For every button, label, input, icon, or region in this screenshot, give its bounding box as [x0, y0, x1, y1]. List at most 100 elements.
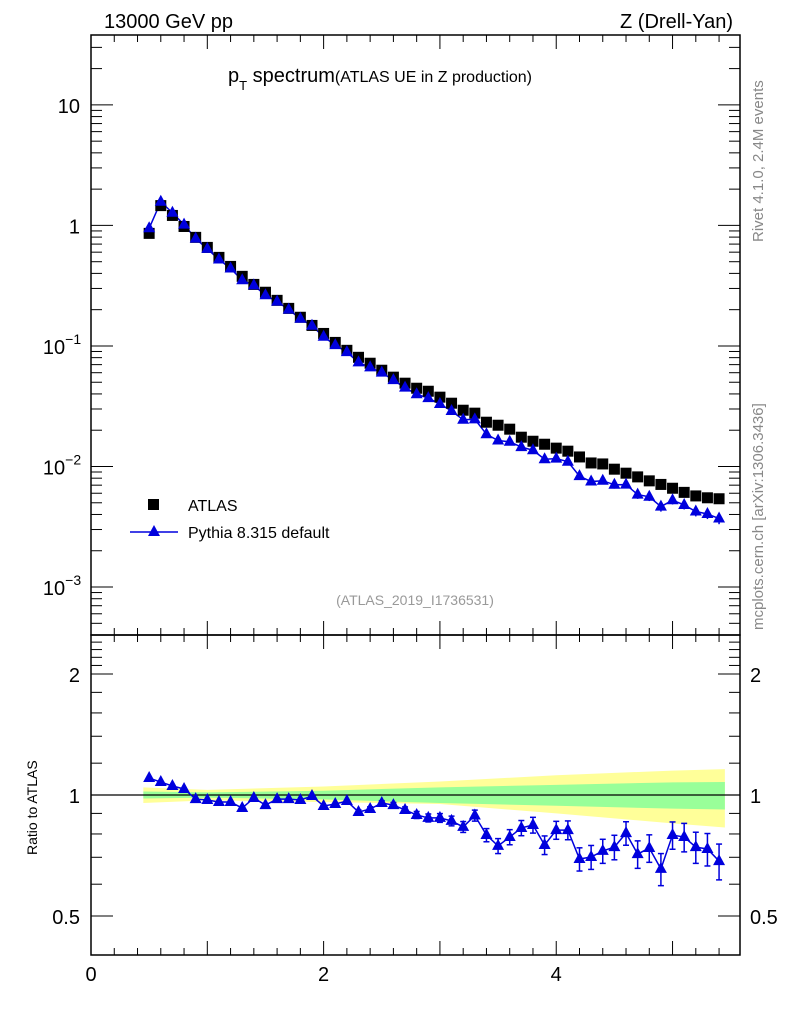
atlas-point	[690, 490, 702, 502]
ratio-point	[294, 792, 307, 804]
ratio-point	[596, 843, 609, 855]
pythia-point	[666, 493, 679, 505]
ratio-point	[585, 850, 598, 862]
atlas-point	[643, 475, 655, 487]
legend-label-atlas: ATLAS	[188, 498, 238, 515]
ratio-y-tick-label: 0.5	[52, 907, 80, 929]
pythia-point	[201, 241, 214, 253]
pythia-point	[294, 311, 307, 323]
x-tick-label: 4	[551, 964, 562, 986]
header-right: Z (Drell-Yan)	[620, 11, 733, 33]
ratio-point	[713, 854, 726, 866]
atlas-point	[457, 404, 469, 416]
legend-marker-pythia	[148, 525, 160, 536]
atlas-point	[527, 435, 539, 447]
atlas-point	[143, 227, 155, 239]
ratio-point	[422, 810, 435, 822]
pythia-point	[399, 380, 412, 392]
ratio-point	[538, 838, 551, 850]
ratio-point	[340, 794, 353, 806]
ratio-point	[654, 861, 667, 873]
y-tick-label: 1	[69, 216, 80, 238]
ratio-point	[305, 789, 318, 801]
atlas-point	[562, 445, 574, 457]
pythia-point	[457, 412, 470, 424]
pythia-point	[189, 231, 202, 243]
ratio-point	[492, 838, 505, 850]
atlas-point	[492, 419, 504, 431]
atlas-point	[701, 492, 713, 504]
ratio-point	[550, 823, 563, 835]
legend-marker-atlas	[148, 499, 159, 510]
ratio-y-tick-label: 2	[69, 665, 80, 687]
ratio-point	[178, 781, 191, 793]
pythia-point	[550, 451, 563, 463]
y-tick-label: 10	[58, 96, 80, 118]
pythia-point	[596, 473, 609, 485]
rivet-label: Rivet 4.1.0, 2.4M events	[750, 80, 767, 242]
atlas-point	[667, 482, 679, 494]
y-tick-label: 10−1	[43, 331, 81, 359]
pythia-point	[352, 355, 365, 367]
ratio-point	[189, 792, 202, 804]
atlas-point	[632, 471, 644, 483]
ratio-ylabel: Ratio to ATLAS	[24, 760, 40, 855]
y-tick-label: 10−2	[43, 451, 81, 479]
pythia-point	[282, 302, 295, 314]
pythia-point	[387, 373, 400, 385]
atlas-point	[539, 438, 551, 450]
pythia-point	[178, 217, 191, 229]
pythia-point	[538, 452, 551, 464]
pythia-point	[492, 433, 505, 445]
ratio-point	[620, 826, 633, 838]
pythia-point	[212, 252, 225, 264]
pythia-point	[643, 489, 656, 501]
atlas-point	[550, 442, 562, 454]
ratio-y-tick-label-right: 2	[750, 665, 761, 687]
main-frame	[90, 34, 741, 636]
pythia-point	[654, 499, 667, 511]
pythia-point	[154, 194, 167, 206]
pythia-point	[410, 387, 423, 399]
ratio-point	[399, 802, 412, 814]
ratio-point	[666, 828, 679, 840]
ratio-point	[236, 801, 249, 813]
pythia-point	[445, 403, 458, 415]
ratio-point	[364, 801, 377, 813]
ratio-point	[701, 841, 714, 853]
mcplots-label: mcplots.cern.ch [arXiv:1306.3436]	[750, 403, 767, 630]
atlas-point	[585, 457, 597, 469]
pythia-point	[515, 440, 528, 452]
pythia-point	[573, 469, 586, 481]
ratio-uncertainty-bands	[91, 769, 740, 828]
pythia-point	[468, 412, 481, 424]
atlas-point	[655, 478, 667, 490]
ratio-point	[329, 796, 342, 808]
atlas-point	[608, 463, 620, 475]
ratio-point	[259, 798, 272, 810]
pythia-point	[317, 329, 330, 341]
pythia-point	[480, 427, 493, 439]
y-tick-label: 10−3	[43, 572, 81, 600]
ratio-point	[410, 807, 423, 819]
atlas-point	[573, 451, 585, 463]
pythia-point	[166, 205, 179, 217]
ratio-point	[526, 818, 539, 830]
atlas-point	[713, 493, 725, 505]
pythia-point	[713, 511, 726, 523]
ratio-point	[352, 805, 365, 817]
ratio-point	[608, 840, 621, 852]
pythia-point	[340, 345, 353, 357]
pythia-point	[236, 273, 249, 285]
ratio-point	[573, 852, 586, 864]
pythia-point	[422, 391, 435, 403]
pythia-point	[143, 221, 156, 233]
ratio-point	[143, 771, 156, 783]
ratio-point	[166, 778, 179, 790]
ratio-point	[515, 820, 528, 832]
atlas-point	[504, 423, 516, 435]
ratio-point	[561, 823, 574, 835]
ratio-point	[212, 794, 225, 806]
ratio-point	[201, 792, 214, 804]
